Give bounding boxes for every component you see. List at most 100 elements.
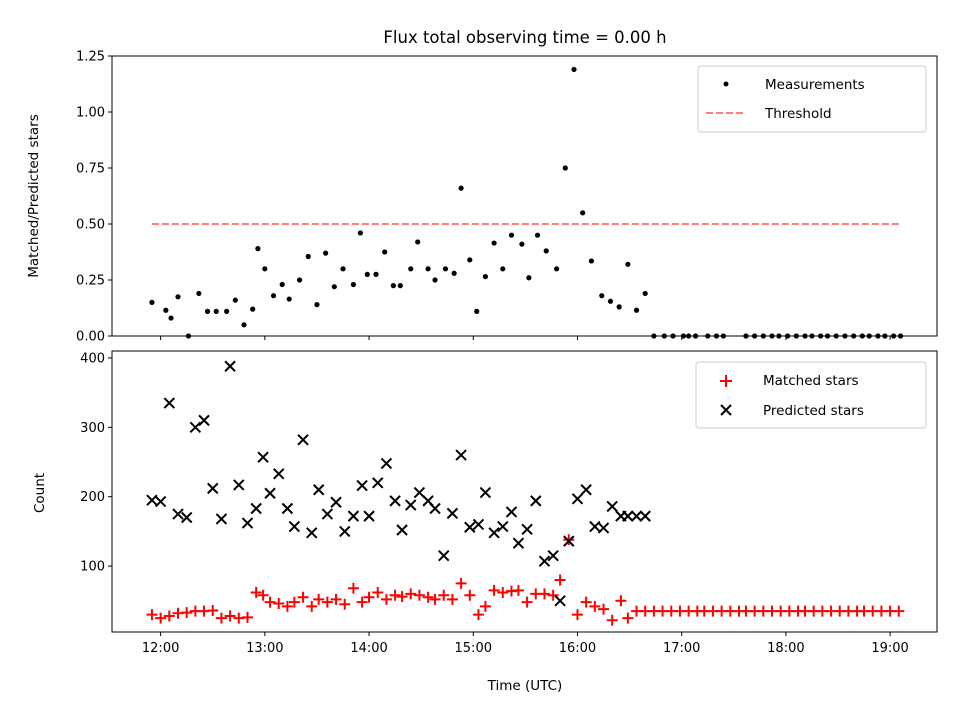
measurements-point bbox=[296, 277, 303, 283]
measurements-point bbox=[491, 240, 497, 246]
predicted-stars-point bbox=[505, 506, 518, 518]
measurements-point bbox=[474, 308, 480, 314]
predicted-stars-point bbox=[429, 502, 441, 515]
matched-stars-point bbox=[893, 605, 905, 617]
predicted-stars-point bbox=[306, 527, 318, 539]
predicted-stars-point bbox=[405, 499, 417, 511]
bottom-x-axis: 12:00 13:00 14:00 15:00 16:00 17:00 18:00 19:00 bbox=[142, 632, 909, 656]
matched-stars-point bbox=[224, 610, 236, 622]
measurements-point bbox=[458, 185, 464, 191]
measurements-point bbox=[168, 315, 174, 321]
bottom-y-axis-label: Count bbox=[32, 473, 48, 513]
predicted-stars-point bbox=[321, 508, 334, 520]
predicted-stars-point bbox=[312, 484, 325, 496]
matched-stars-point bbox=[580, 596, 592, 608]
measurements-point bbox=[642, 290, 648, 297]
bottom-xtick-label: 16:00 bbox=[559, 641, 596, 656]
matched-stars-point bbox=[372, 586, 384, 598]
predicted-stars-point bbox=[589, 520, 601, 533]
measurements-point bbox=[305, 253, 311, 260]
measurements-point bbox=[588, 258, 594, 264]
top-legend-box bbox=[697, 65, 927, 133]
top-plot-frame bbox=[111, 55, 938, 337]
matched-stars-point bbox=[306, 600, 318, 612]
predicted-stars-point bbox=[347, 510, 360, 522]
top-chart-title: Flux total observing time = 0.00 h bbox=[383, 28, 666, 47]
matched-stars-point bbox=[429, 593, 441, 605]
top-y-axis: 0.00 0.25 0.50 0.75 1.00 1.25 bbox=[76, 50, 112, 345]
matched-stars-point bbox=[389, 589, 401, 601]
measurements-point bbox=[149, 299, 155, 305]
predicted-stars-point bbox=[497, 520, 509, 533]
matched-stars-point bbox=[521, 596, 533, 608]
legend-measurements-marker bbox=[723, 81, 729, 87]
matched-stars-point bbox=[446, 593, 458, 605]
measurements-point bbox=[241, 322, 247, 328]
predicted-stars-point bbox=[488, 527, 500, 539]
bottom-xtick-label: 14:00 bbox=[350, 641, 387, 656]
matched-stars-point bbox=[472, 609, 484, 621]
matched-stars-point bbox=[363, 591, 375, 603]
measurements-point bbox=[196, 290, 202, 297]
predicted-stars-point bbox=[622, 510, 634, 522]
measurements-point bbox=[314, 302, 320, 308]
measurements-point bbox=[250, 306, 256, 312]
measurements-point bbox=[571, 66, 577, 73]
bottom-legend-box bbox=[695, 361, 927, 429]
predicted-stars-point bbox=[224, 360, 236, 372]
measurements-point bbox=[255, 246, 261, 252]
predicted-stars-point bbox=[597, 522, 610, 534]
predicted-stars-point bbox=[264, 487, 276, 499]
matched-stars-point bbox=[347, 582, 359, 594]
matched-stars-point bbox=[455, 577, 467, 589]
measurements-point bbox=[279, 281, 285, 288]
predicted-stars-point bbox=[207, 482, 219, 495]
matched-stars-point bbox=[146, 609, 158, 621]
predicted-stars-point bbox=[571, 493, 584, 505]
measurements-point bbox=[331, 284, 337, 290]
measurements-point bbox=[224, 308, 230, 314]
measurements-point bbox=[408, 266, 414, 272]
bottom-ytick-label: 100 bbox=[80, 560, 105, 575]
matched-stars-point bbox=[422, 591, 434, 603]
predicted-stars-point bbox=[356, 479, 368, 492]
predicted-stars-point bbox=[172, 508, 184, 520]
predicted-stars-point bbox=[189, 421, 202, 434]
measurements-point bbox=[625, 261, 631, 267]
measurements-point bbox=[204, 308, 211, 314]
matched-stars-point bbox=[396, 591, 408, 603]
predicted-stars-point bbox=[363, 510, 375, 522]
predicted-stars-point bbox=[163, 397, 176, 409]
matched-stars-point bbox=[155, 612, 167, 624]
matched-stars-point bbox=[264, 596, 276, 608]
predicted-stars-point bbox=[563, 535, 575, 547]
matched-stars-point bbox=[339, 598, 351, 610]
predicted-stars-point bbox=[330, 496, 342, 508]
measurements-point bbox=[543, 248, 549, 254]
matched-stars-point bbox=[356, 596, 368, 608]
measurements-point bbox=[599, 293, 605, 299]
measurements-point bbox=[397, 283, 403, 289]
measurements-point bbox=[390, 283, 396, 289]
legend-predicted-marker bbox=[720, 404, 732, 416]
predicted-stars-point bbox=[215, 513, 228, 525]
predicted-stars-point bbox=[455, 449, 467, 461]
matched-stars-point bbox=[207, 604, 219, 616]
bottom-x-axis-label: Time (UTC) bbox=[487, 678, 563, 694]
measurements-point bbox=[633, 307, 640, 313]
matched-stars-point bbox=[281, 600, 293, 612]
predicted-stars-point bbox=[257, 451, 269, 463]
bottom-plot-frame bbox=[111, 350, 938, 633]
legend-measurements-label: Measurements bbox=[765, 77, 865, 93]
measurements-point bbox=[519, 241, 525, 247]
top-ytick-label: 0.50 bbox=[76, 218, 105, 233]
measurements-point bbox=[526, 275, 532, 281]
matched-stars-point bbox=[622, 612, 634, 624]
bottom-y-axis: 100 200 300 400 bbox=[80, 351, 112, 575]
predicted-stars-point bbox=[580, 484, 592, 496]
measurements-point bbox=[580, 210, 586, 216]
matched-stars-point bbox=[297, 591, 309, 603]
matched-stars-point bbox=[215, 612, 227, 624]
predicted-stars-point bbox=[547, 549, 559, 562]
matched-stars-point bbox=[181, 607, 193, 619]
